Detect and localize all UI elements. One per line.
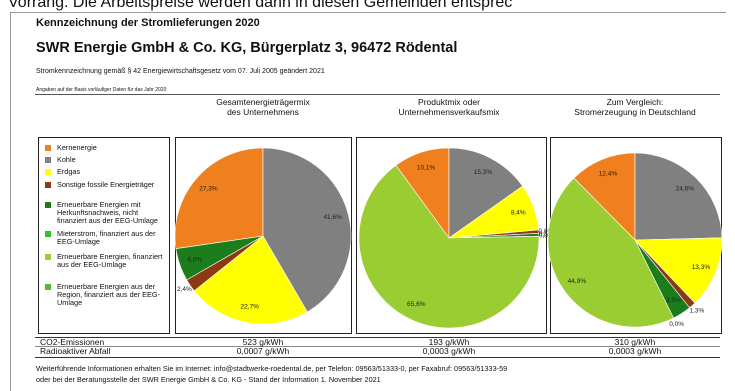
- chart-title: Stromerzeugung in Deutschland: [574, 107, 696, 117]
- pie-slice: [634, 152, 723, 241]
- legend-item: Kohle: [45, 155, 163, 164]
- table-cell: 523 g/kWh: [242, 337, 284, 347]
- table-cell: 310 g/kWh: [614, 337, 656, 347]
- chart-title: Produktmix oder: [418, 97, 480, 107]
- value-label: 0,0%: [539, 233, 554, 240]
- doc-title: Kennzeichnung der Stromlieferungen 2020: [36, 17, 260, 29]
- pie-slice: [175, 235, 264, 281]
- value-label: 22,7%: [240, 304, 259, 311]
- table-cell: CO2-Emissionen: [40, 337, 105, 347]
- legend: Kernenergie Kohle Erdgas Sonstige fossile E…: [38, 137, 170, 334]
- table-cell: 0,0003 g/kWh: [422, 346, 476, 356]
- pie-slice: [262, 147, 352, 313]
- value-label: 6,0%: [187, 256, 202, 263]
- legend-item: Sonstige fossile Energieträger: [45, 180, 163, 189]
- legend-label: Erneuerbare Energien aus der Region, fin…: [57, 282, 161, 308]
- value-label: 65,6%: [407, 301, 426, 308]
- value-label: 1,3%: [690, 307, 705, 314]
- pie-slice: [358, 164, 540, 329]
- table-rule: [35, 346, 720, 347]
- table: [35, 337, 720, 358]
- table-cell: 193 g/kWh: [428, 337, 470, 347]
- rule: [35, 94, 720, 95]
- legend-item: Erneuerbare Energien aus der Region, fin…: [45, 282, 163, 308]
- chart-frame: [356, 137, 547, 334]
- pie-slice: [547, 177, 674, 328]
- legend-swatch: [45, 182, 51, 188]
- pie-slice: [174, 147, 264, 250]
- legend-label: Kernenergie: [57, 143, 97, 152]
- company: SWR Energie GmbH & Co. KG, Bürgerplatz 3…: [36, 40, 458, 56]
- legend-swatch: [45, 145, 51, 151]
- document: [10, 12, 726, 391]
- legend-swatch: [45, 231, 51, 237]
- value-label: 2,4%: [177, 286, 192, 293]
- legend-swatch: [45, 169, 51, 175]
- legend-item: Erneuerbare Energien mit Herkunftsnachwe…: [45, 200, 163, 226]
- pie-slice: [634, 237, 723, 304]
- value-label: 3,5%: [666, 297, 681, 304]
- pie-slice: [573, 152, 636, 241]
- table-cell: 0,0003 g/kWh: [608, 346, 662, 356]
- value-label: 24,6%: [676, 186, 695, 193]
- legend-item: Mieterstrom, finanziert aus der EEG-Umla…: [45, 229, 163, 247]
- value-label: 41,6%: [323, 214, 342, 221]
- legend-label: Sonstige fossile Energieträger: [57, 180, 155, 189]
- law-note: Stromkennzeichnung gemäß § 42 Energiewir…: [36, 68, 325, 75]
- value-label: 10,1%: [417, 165, 436, 172]
- chart-title: Gesamtenergieträgermix: [216, 97, 310, 107]
- legend-swatch: [45, 284, 51, 290]
- legend-label: Erdgas: [57, 167, 81, 176]
- footer-line: Weiterführende Informationen erhalten Si…: [36, 364, 508, 373]
- legend-label: Erneuerbare Energien mit Herkunftsnachwe…: [57, 200, 158, 226]
- table-cell: 0,0007 g/kWh: [236, 346, 290, 356]
- value-label: 0,0%: [669, 321, 684, 328]
- value-label: 0,5%: [539, 231, 554, 238]
- value-label: 15,3%: [474, 169, 493, 176]
- basis-note: Angaben auf der Basis vorläufiger Daten …: [36, 87, 167, 93]
- pie-slice: [448, 147, 523, 239]
- value-label: 13,3%: [692, 264, 711, 271]
- legend-swatch: [45, 157, 51, 163]
- legend-label: Erneuerbare Energien, finanziert aus der…: [57, 252, 163, 270]
- value-label: 27,3%: [199, 186, 218, 193]
- table-cell: Radioaktiver Abfall: [40, 346, 111, 356]
- legend-swatch: [45, 254, 51, 260]
- value-label: 0,6%: [539, 228, 554, 235]
- value-label: 12,4%: [599, 171, 618, 178]
- legend-label: Kohle: [57, 155, 76, 164]
- chart-title: Unternehmensverkaufsmix: [398, 107, 500, 117]
- cut-off-text: Vorrang. Die Arbeitspreise werden dann i…: [8, 0, 513, 11]
- footer-line: oder bei der Beratungsstelle der SWR Ene…: [36, 375, 381, 384]
- chart-title: Zum Vergleich:: [606, 97, 664, 107]
- value-label: 8,4%: [511, 209, 526, 216]
- pie-slice: [193, 235, 308, 325]
- legend-item: Kernenergie: [45, 143, 163, 152]
- legend-label: Mieterstrom, finanziert aus der EEG-Umla…: [57, 229, 156, 247]
- legend-item: Erdgas: [45, 167, 163, 176]
- chart-title: des Unternehmens: [227, 107, 299, 117]
- legend-swatch: [45, 202, 51, 208]
- legend-item: Erneuerbare Energien, finanziert aus der…: [45, 252, 163, 270]
- value-label: 44,9%: [568, 278, 587, 285]
